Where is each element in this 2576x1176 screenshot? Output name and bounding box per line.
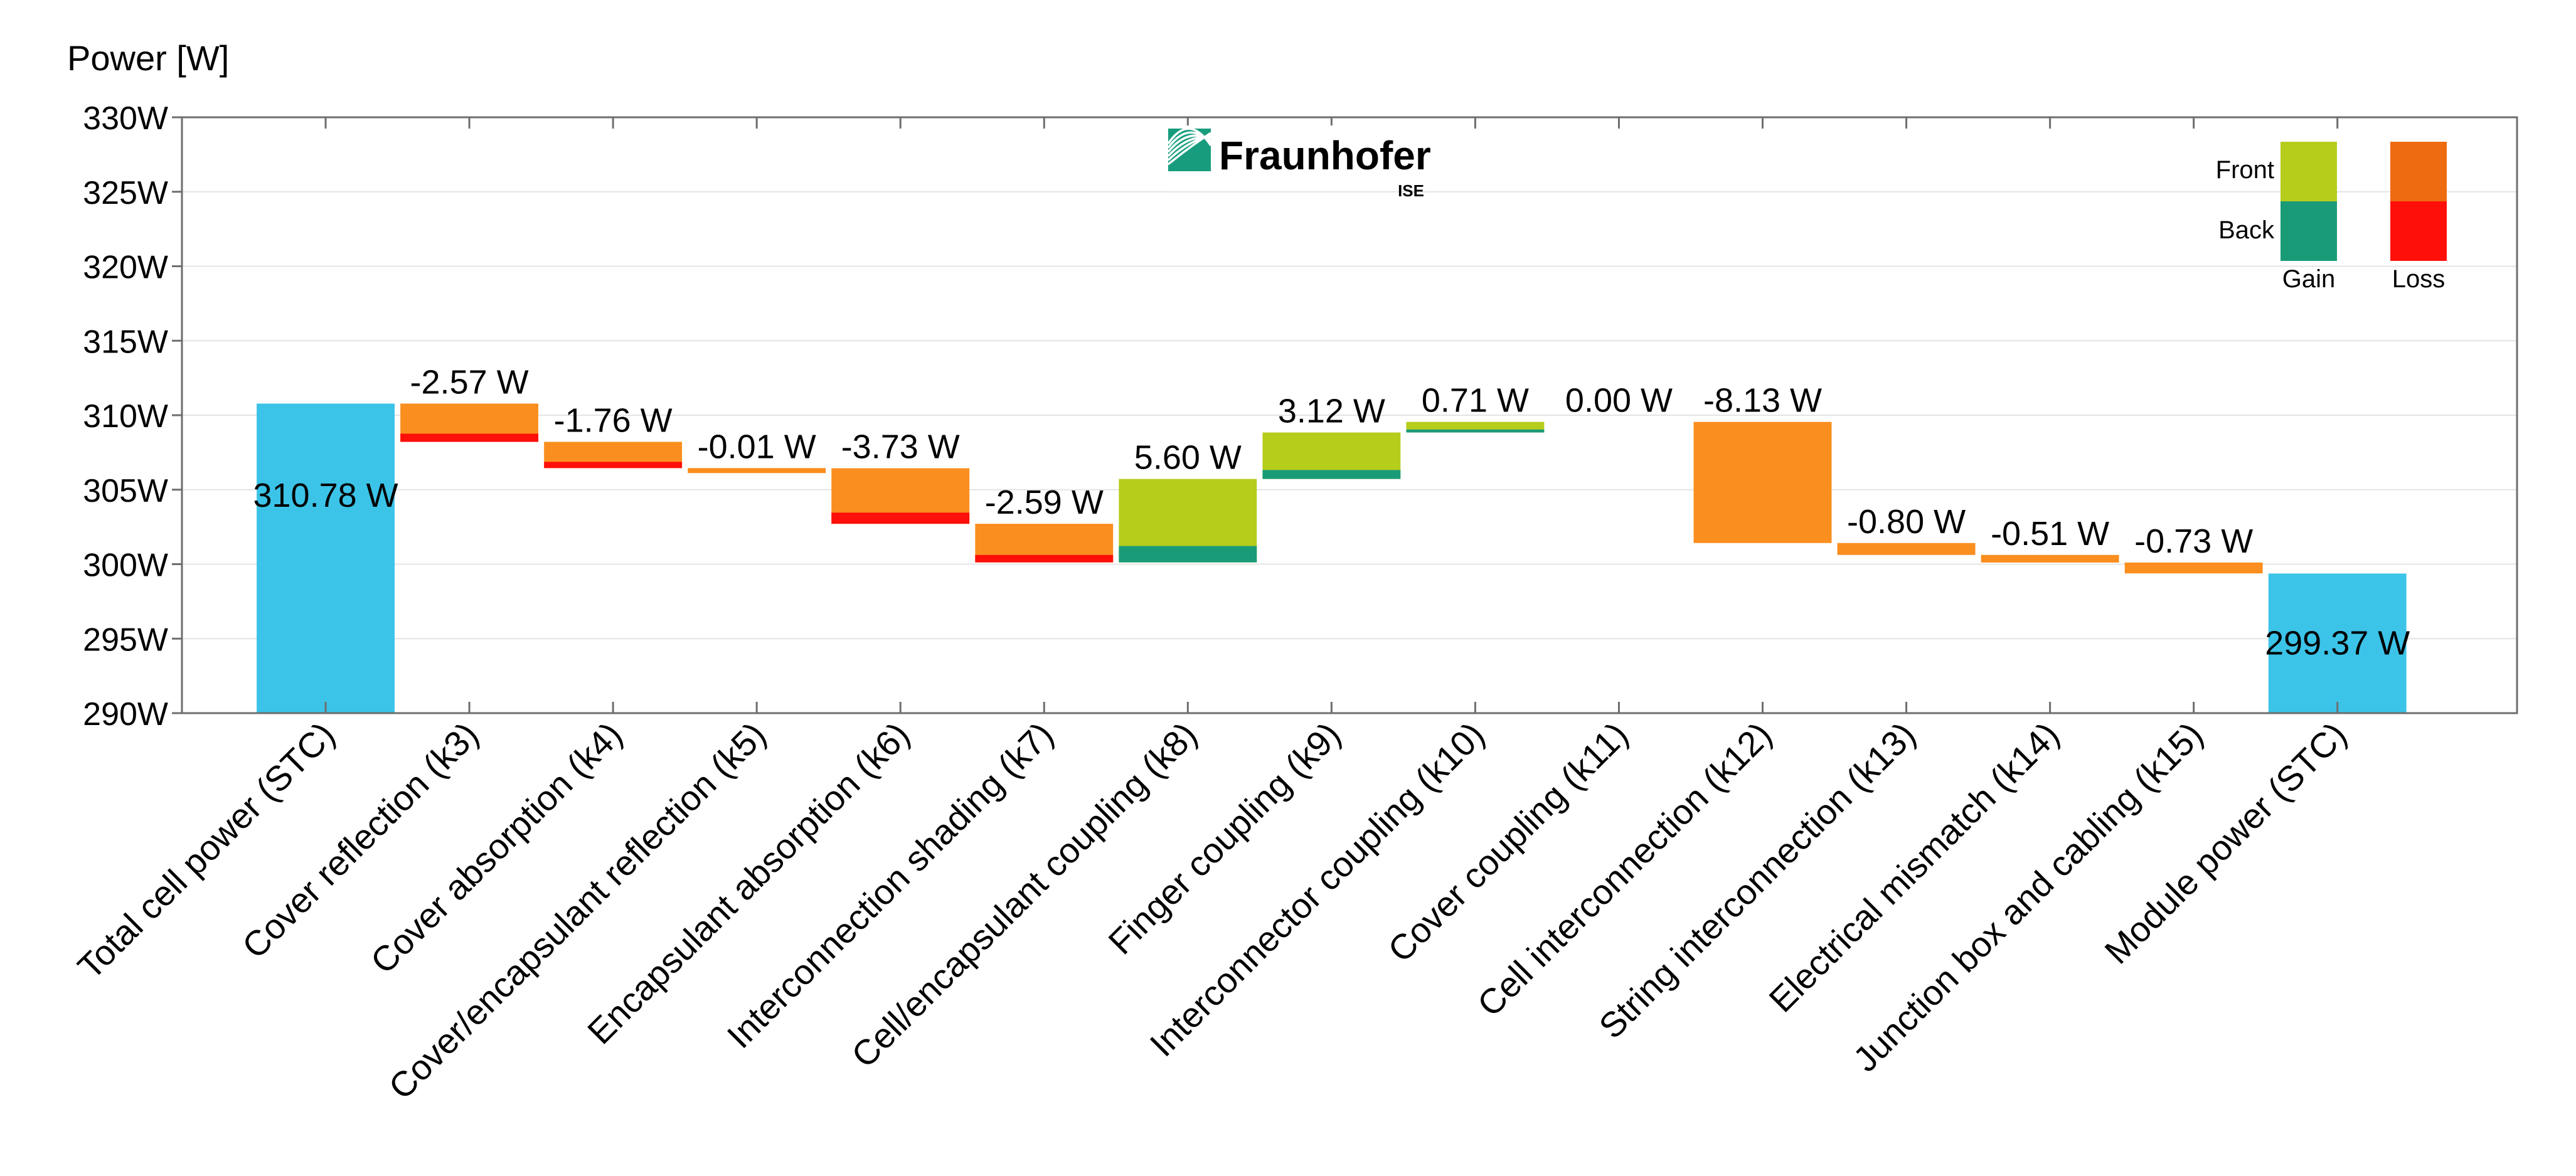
legend: Front Back Gain Loss — [2216, 142, 2447, 293]
value-label: -1.76 W — [554, 402, 673, 440]
gain-back-bar — [1262, 470, 1401, 479]
axes: 290W 295W 300W 305W 310W 315W 320W 325W 330W — [83, 100, 2518, 733]
value-label: -0.01 W — [698, 428, 816, 465]
gain-back-bar — [1119, 546, 1257, 563]
legend-gain-back-swatch — [2281, 201, 2337, 261]
y-tick-label: 295W — [83, 622, 168, 658]
y-tick-label: 315W — [83, 324, 168, 360]
y-tick-label: 300W — [83, 548, 168, 584]
logo-stroke — [1167, 127, 1212, 146]
y-tick-label: 330W — [83, 100, 168, 137]
gain-back-bar — [1406, 429, 1545, 433]
x-tick-label: Cover coupling (k11) — [1380, 714, 1636, 970]
legend-gain-label: Gain — [2282, 265, 2336, 293]
legend-loss-back-swatch — [2390, 201, 2447, 261]
x-tick-label: Module power (STC) — [2097, 714, 2354, 972]
logo-name: Fraunhofer — [1219, 133, 1431, 178]
value-label: 310.78 W — [253, 477, 398, 514]
value-label: 5.60 W — [1134, 439, 1242, 477]
legend-back-label: Back — [2218, 216, 2275, 244]
value-label: -2.57 W — [410, 363, 529, 401]
y-axis-title: Power [W] — [67, 38, 229, 78]
loss-back-bar — [975, 554, 1114, 563]
y-tick-label: 310W — [83, 398, 168, 435]
legend-front-label: Front — [2216, 156, 2274, 184]
plot-frame — [181, 116, 2518, 714]
loss-front-bar — [2124, 562, 2263, 574]
value-label: 3.12 W — [1278, 393, 1385, 430]
total-bar — [257, 403, 395, 713]
fraunhofer-logo: Fraunhofer ISE — [1166, 125, 1431, 200]
value-label: -2.59 W — [985, 484, 1104, 521]
y-tick-label: 320W — [83, 250, 168, 286]
x-tick-label: Cell interconnection (k12) — [1469, 714, 1779, 1024]
loss-front-bar — [688, 468, 826, 474]
x-tick-label: Total cell power (STC) — [70, 714, 343, 987]
loss-back-bar — [831, 512, 970, 524]
loss-front-bar — [1981, 554, 2119, 563]
legend-loss-label: Loss — [2392, 265, 2446, 293]
fraunhofer-logo-icon — [1167, 127, 1212, 171]
value-label: -0.80 W — [1847, 503, 1966, 541]
value-label: -0.51 W — [1991, 515, 2109, 553]
loss-front-bar — [1693, 421, 1832, 543]
grid-lines — [182, 191, 2517, 640]
legend-loss-front-swatch — [2390, 142, 2447, 201]
loss-back-bar — [544, 462, 683, 469]
y-tick-label: 305W — [83, 473, 168, 509]
value-labels: 310.78 W -2.57 W -1.76 W -0.01 W -3.73 W -2.5… — [253, 363, 2410, 662]
value-label: -0.73 W — [2134, 522, 2253, 560]
x-tick-labels: Total cell power (STC)Cover reflection (… — [70, 714, 2355, 1107]
legend-gain-front-swatch — [2281, 142, 2337, 201]
value-label: 0.71 W — [1422, 382, 1529, 420]
value-label: -3.73 W — [841, 428, 960, 466]
x-tick-label: Finger coupling (k9) — [1100, 714, 1348, 961]
x-tick-label: Cover absorption (k4) — [363, 714, 629, 981]
y-tick-label: 290W — [83, 696, 168, 733]
total-bar — [2268, 573, 2407, 713]
value-label: 299.37 W — [2265, 625, 2410, 662]
x-tick-label: Electrical mismatch (k14) — [1761, 714, 2067, 1020]
x-tick-label: Cover reflection (k3) — [235, 714, 486, 966]
bars — [257, 403, 2407, 713]
logo-sub: ISE — [1398, 181, 1424, 200]
loss-back-bar — [400, 433, 539, 442]
y-tick-label: 325W — [83, 175, 168, 211]
value-label: -8.13 W — [1703, 382, 1822, 420]
loss-front-bar — [1837, 543, 1976, 555]
value-label: 0.00 W — [1565, 382, 1673, 420]
